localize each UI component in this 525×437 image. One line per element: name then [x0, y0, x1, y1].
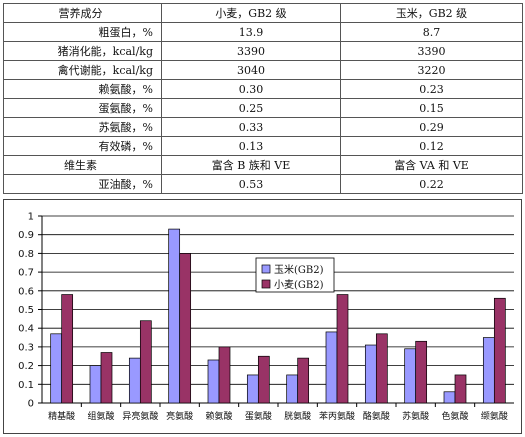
wheat-value-cell: 0.25 [161, 98, 341, 118]
x-category-label: 缬氨酸 [481, 410, 508, 422]
legend-corn-swatch [261, 264, 271, 274]
nutrient-comparison-table: 营养成分 小麦，GB2 级玉米，GB2 级粗蛋白，% 13.9 8.7 猪消化能，kca… [3, 3, 523, 194]
x-category-label: 亮氨酸 [166, 410, 193, 422]
wheat-value-cell: 富含 B 族和 VE [161, 155, 341, 175]
amino-acid-bar-chart: 0 0.1 0.2 0.3 0.4 0.5 0.6 0.7 0.8 0.9 1 精基酸 组氨酸 异亮氨酸亮… [3, 199, 522, 434]
legend-corn-label: 玉米(GB2) [274, 263, 324, 276]
corn-bar [246, 374, 259, 404]
wheat-value-cell: 0.53 [161, 174, 341, 194]
wheat-bar [218, 346, 231, 404]
x-category-label: 异亮氨酸 [122, 410, 158, 422]
corn-bar [128, 357, 141, 404]
corn-bar [325, 331, 338, 404]
wheat-bar [100, 352, 113, 404]
y-tick-label: 1 [28, 212, 34, 223]
table-row: 禽代谢能，kcal/kg 3040 3220 [3, 60, 523, 80]
corn-value-cell: 8.7 [340, 22, 523, 42]
wheat-value-cell: 3390 [161, 41, 341, 61]
table-header-row: 营养成分 小麦，GB2 级玉米，GB2 级 [3, 3, 523, 23]
row-name-cell: 亚油酸，% [3, 174, 162, 194]
x-category-label: 苏氨酸 [402, 410, 429, 422]
y-tick-label: 0.3 [18, 342, 34, 353]
wheat-value-cell: 小麦，GB2 级 [161, 3, 341, 23]
corn-value-cell: 玉米，GB2 级 [340, 3, 523, 23]
corn-bar [443, 391, 456, 404]
corn-value-cell: 3220 [340, 60, 523, 80]
row-name-cell: 猪消化能，kcal/kg [3, 41, 162, 61]
corn-value-cell: 0.12 [340, 136, 523, 156]
legend-wheat-label: 小麦(GB2) [274, 279, 324, 291]
wheat-value-cell: 0.33 [161, 117, 341, 137]
x-category-label: 赖氨酸 [205, 410, 232, 422]
y-tick-label: 0.9 [18, 230, 34, 241]
y-tick-label: 0.6 [18, 286, 34, 297]
corn-bar [482, 337, 495, 404]
row-name-cell: 有效磷，% [3, 136, 162, 156]
table-row: 苏氨酸，% 0.33 0.29 [3, 117, 523, 137]
corn-bar [364, 344, 377, 404]
table-row: 赖氨酸，% 0.30 0.23 [3, 79, 523, 99]
x-category-label: 蛋氨酸 [245, 410, 272, 422]
corn-bar [286, 374, 299, 404]
row-name-cell: 赖氨酸，% [3, 79, 162, 99]
corn-value-cell: 0.29 [340, 117, 523, 137]
x-category-label: 苯丙氨酸 [319, 410, 355, 422]
row-name-cell: 禽代谢能，kcal/kg [3, 60, 162, 80]
corn-bar [50, 333, 63, 404]
legend-wheat-swatch [261, 279, 271, 289]
y-tick-label: 0.7 [18, 268, 34, 279]
y-tick-label: 0.1 [18, 380, 34, 391]
wheat-bar [297, 357, 310, 404]
row-name-cell: 蛋氨酸，% [3, 98, 162, 118]
x-category-label: 组氨酸 [87, 410, 114, 422]
wheat-bar [493, 297, 506, 404]
corn-bar [168, 228, 181, 404]
row-name-cell: 营养成分 [3, 3, 162, 23]
wheat-bar [139, 320, 152, 404]
table-row: 维生素 富含 B 族和 VE 富含 VA 和 VE [3, 155, 523, 175]
y-tick-label: 0.4 [18, 324, 34, 335]
x-category-label: 胱氨酸 [284, 410, 311, 422]
corn-value-cell: 富含 VA 和 VE [340, 155, 523, 175]
y-tick-label: 0.5 [18, 305, 34, 316]
corn-value-cell: 0.15 [340, 98, 523, 118]
corn-value-cell: 0.23 [340, 79, 523, 99]
y-tick-label: 0 [28, 399, 34, 410]
wheat-bar [454, 374, 467, 404]
wheat-bar [415, 340, 428, 404]
y-tick-label: 0.8 [18, 249, 34, 260]
row-name-cell: 苏氨酸，% [3, 117, 162, 137]
wheat-value-cell: 13.9 [161, 22, 341, 42]
corn-value-cell: 0.22 [340, 174, 523, 194]
corn-value-cell: 3390 [340, 41, 523, 61]
x-category-label: 精基酸 [48, 410, 75, 422]
wheat-bar [375, 333, 388, 404]
table-row: 有效磷，% 0.13 0.12 [3, 136, 523, 156]
wheat-bar [61, 294, 74, 404]
wheat-value-cell: 3040 [161, 60, 341, 80]
y-tick-label: 0.2 [18, 361, 34, 372]
x-category-label: 色氨酸 [441, 410, 468, 422]
wheat-value-cell: 0.30 [161, 79, 341, 99]
x-category-label: 酪氨酸 [363, 410, 390, 422]
wheat-bar [257, 355, 270, 404]
corn-bar [207, 359, 220, 404]
wheat-value-cell: 0.13 [161, 136, 341, 156]
table-row: 亚油酸，% 0.53 0.22 [3, 174, 523, 194]
wheat-bar [179, 253, 192, 404]
table-row: 蛋氨酸，% 0.25 0.15 [3, 98, 523, 118]
table-row: 粗蛋白，% 13.9 8.7 [3, 22, 523, 42]
table-row: 猪消化能，kcal/kg 3390 3390 [3, 41, 523, 61]
row-name-cell: 粗蛋白，% [3, 22, 162, 42]
wheat-bar [336, 294, 349, 404]
row-name-cell: 维生素 [3, 155, 162, 175]
corn-bar [89, 365, 102, 404]
corn-bar [404, 348, 417, 404]
